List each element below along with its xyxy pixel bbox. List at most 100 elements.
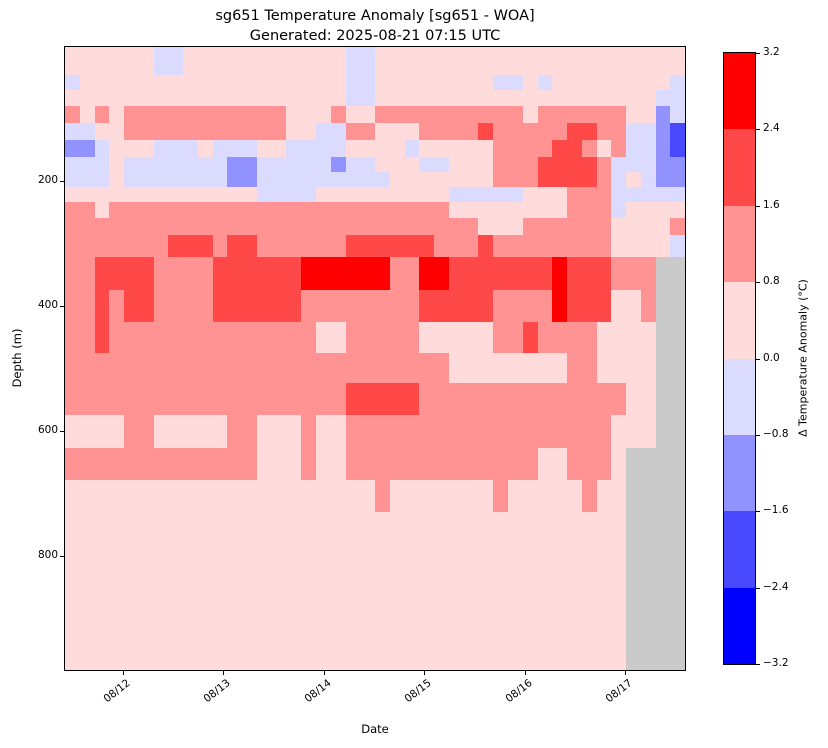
heatmap-cell bbox=[434, 235, 449, 257]
heatmap-cell bbox=[670, 157, 686, 172]
heatmap-cell bbox=[94, 187, 110, 202]
heatmap-cell bbox=[596, 187, 612, 202]
heatmap-cell bbox=[65, 322, 80, 353]
heatmap-cell bbox=[271, 512, 287, 670]
heatmap-cell bbox=[65, 257, 80, 290]
heatmap-cell bbox=[286, 257, 302, 290]
heatmap-cell bbox=[611, 90, 627, 106]
heatmap-cell bbox=[581, 75, 597, 90]
heatmap-cell bbox=[655, 322, 671, 353]
heatmap-cell bbox=[478, 480, 494, 512]
heatmap-cell bbox=[419, 90, 435, 106]
heatmap-cell bbox=[79, 383, 95, 415]
heatmap-cell bbox=[316, 187, 331, 202]
heatmap-cell bbox=[316, 290, 331, 322]
heatmap-cell bbox=[493, 123, 508, 140]
heatmap-cell bbox=[567, 512, 582, 670]
heatmap-cell bbox=[581, 353, 597, 383]
heatmap-cell bbox=[197, 448, 213, 480]
heatmap-cell bbox=[109, 383, 125, 415]
heatmap-cell bbox=[271, 123, 287, 140]
heatmap-cell bbox=[65, 512, 80, 670]
heatmap-cell bbox=[493, 415, 508, 448]
colorbar-tick-mark bbox=[756, 282, 760, 284]
colorbar-segment bbox=[724, 282, 755, 359]
heatmap-cell bbox=[65, 123, 80, 140]
heatmap-cell bbox=[301, 75, 317, 90]
heatmap-cell bbox=[537, 448, 553, 480]
heatmap-cell bbox=[404, 75, 420, 90]
y-tick-label: 200 bbox=[37, 173, 58, 186]
x-tick-mark bbox=[223, 671, 225, 675]
colorbar-segment bbox=[724, 129, 755, 206]
heatmap-cell bbox=[493, 172, 508, 187]
heatmap-cell bbox=[404, 218, 420, 235]
heatmap-cell bbox=[389, 512, 405, 670]
heatmap-cell bbox=[581, 106, 597, 123]
heatmap-cell bbox=[640, 47, 656, 75]
heatmap-cell bbox=[375, 172, 390, 187]
heatmap-cell bbox=[271, 157, 287, 172]
heatmap-cell bbox=[375, 257, 390, 290]
heatmap-cell bbox=[581, 290, 597, 322]
heatmap-cell bbox=[109, 123, 125, 140]
heatmap-cell bbox=[611, 448, 627, 480]
heatmap-cell bbox=[655, 140, 671, 157]
heatmap-cell bbox=[345, 383, 361, 415]
heatmap-cell bbox=[256, 512, 272, 670]
heatmap-cell bbox=[389, 123, 405, 140]
colorbar-segment bbox=[724, 53, 755, 130]
heatmap-cell bbox=[212, 235, 228, 257]
heatmap-cell bbox=[626, 353, 641, 383]
heatmap-cell bbox=[655, 415, 671, 448]
heatmap-cell bbox=[124, 257, 139, 290]
heatmap-cell bbox=[271, 202, 287, 218]
heatmap-cell bbox=[596, 218, 612, 235]
heatmap-cell bbox=[478, 257, 494, 290]
heatmap-cell bbox=[301, 512, 317, 670]
heatmap-cell bbox=[493, 47, 508, 75]
heatmap-cell bbox=[360, 218, 376, 235]
heatmap-cell bbox=[448, 448, 464, 480]
heatmap-cell bbox=[212, 140, 228, 157]
heatmap-cell bbox=[596, 172, 612, 187]
heatmap-row bbox=[65, 157, 686, 172]
heatmap-cell bbox=[552, 512, 568, 670]
heatmap-cell bbox=[478, 157, 494, 172]
heatmap-cell bbox=[581, 157, 597, 172]
heatmap-cell bbox=[640, 322, 656, 353]
heatmap-cell bbox=[286, 290, 302, 322]
x-tick-label: 08/16 bbox=[502, 677, 535, 706]
heatmap-cell bbox=[567, 322, 582, 353]
heatmap-cell bbox=[256, 123, 272, 140]
heatmap-cell bbox=[197, 106, 213, 123]
heatmap-cell bbox=[522, 140, 538, 157]
heatmap-cell bbox=[94, 480, 110, 512]
heatmap-cell bbox=[552, 157, 568, 172]
heatmap-cell bbox=[655, 172, 671, 187]
heatmap-cell bbox=[360, 448, 376, 480]
heatmap-cell bbox=[611, 322, 627, 353]
heatmap-cell bbox=[581, 218, 597, 235]
heatmap-cell bbox=[183, 202, 198, 218]
heatmap-cell bbox=[552, 47, 568, 75]
heatmap-cell bbox=[301, 187, 317, 202]
heatmap-cell bbox=[404, 257, 420, 290]
heatmap-cell bbox=[626, 172, 641, 187]
y-tick-label: 800 bbox=[37, 548, 58, 561]
heatmap-cell bbox=[256, 218, 272, 235]
colorbar-label: Δ Temperature Anomaly (°C) bbox=[796, 279, 810, 437]
heatmap-cell bbox=[596, 202, 612, 218]
heatmap-cell bbox=[79, 257, 95, 290]
heatmap-cell bbox=[168, 383, 184, 415]
heatmap-cell bbox=[227, 415, 243, 448]
heatmap-cell bbox=[183, 448, 198, 480]
heatmap-cell bbox=[227, 218, 243, 235]
heatmap-cell bbox=[537, 106, 553, 123]
heatmap-cell bbox=[670, 140, 686, 157]
heatmap-cell bbox=[611, 383, 627, 415]
heatmap-cell bbox=[552, 235, 568, 257]
heatmap-cell bbox=[404, 322, 420, 353]
heatmap-cell bbox=[94, 235, 110, 257]
heatmap-cell bbox=[640, 75, 656, 90]
